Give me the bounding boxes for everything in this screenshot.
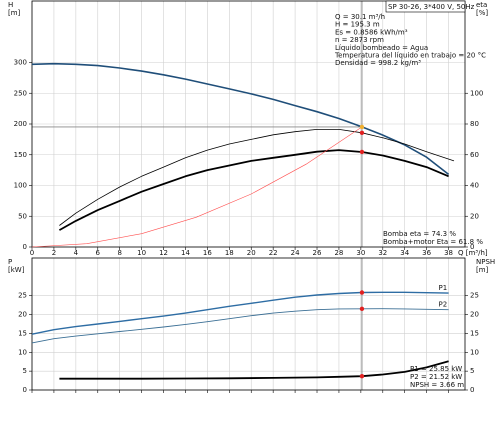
curve <box>59 128 455 226</box>
note-line: P1 = 25.85 kW <box>410 365 462 373</box>
y2-tick-label: 20 <box>470 311 479 319</box>
duty-marker <box>359 124 365 130</box>
y2-axis-title: [%] <box>476 9 488 17</box>
x-tick-label: 2 <box>52 249 56 257</box>
x-tick-label: 16 <box>203 249 212 257</box>
y-tick-label: 25 <box>18 292 27 300</box>
curve <box>31 62 450 176</box>
plot-frame <box>31 257 466 391</box>
duty-marker <box>359 130 365 135</box>
plot-frame <box>31 0 466 248</box>
x-tick-label: 10 <box>137 249 146 257</box>
info-line: Líquido bombeado = Agua <box>335 44 428 52</box>
y2-tick-label: 60 <box>470 151 479 159</box>
x-tick-label: 22 <box>269 249 278 257</box>
curve <box>31 308 449 344</box>
y-tick-label: 250 <box>14 89 27 97</box>
y-tick-label: 5 <box>23 367 27 375</box>
note-line: Bomba eta = 74.3 % <box>383 230 456 238</box>
x-tick-label: 12 <box>159 249 168 257</box>
y-tick-label: 15 <box>18 329 27 337</box>
y2-tick-label: 40 <box>470 182 479 190</box>
x-tick-label: 26 <box>313 249 322 257</box>
y-tick-label: 10 <box>18 348 27 356</box>
x-tick-label: 32 <box>378 249 387 257</box>
info-line: Temperatura del líquido en trabajo = 20 … <box>334 52 486 60</box>
y2-axis-title: [m] <box>476 266 489 274</box>
duty-marker <box>359 306 365 312</box>
info-line: H = 195.3 m <box>335 21 380 29</box>
x-tick-label: 6 <box>96 249 101 257</box>
x-tick-label: 0 <box>30 249 34 257</box>
y2-tick-label: 0 <box>470 386 474 394</box>
duty-marker <box>359 290 365 295</box>
y-axis-title: P <box>8 258 12 266</box>
y-tick-label: 150 <box>14 151 27 159</box>
x-tick-label: 4 <box>74 249 79 257</box>
y2-tick-label: 25 <box>470 292 479 300</box>
curve <box>31 291 449 335</box>
y-tick-label: 0 <box>23 386 27 394</box>
y-tick-label: 200 <box>14 120 27 128</box>
y-tick-label: 50 <box>18 212 27 220</box>
note-line: P2 = 21.52 kW <box>410 373 462 381</box>
curve <box>59 360 449 380</box>
x-tick-label: 20 <box>247 249 256 257</box>
duty-marker <box>359 149 365 155</box>
series-label: P1 <box>439 284 448 292</box>
info-line: n = 2873 rpm <box>335 36 384 44</box>
y2-tick-label: 80 <box>470 120 479 128</box>
y-axis-title: [m] <box>8 9 21 17</box>
y2-axis-title: NPSH <box>476 258 495 266</box>
curve <box>31 126 363 248</box>
note-line: NPSH = 3.66 m <box>410 381 464 389</box>
note-line: Bomba+motor Eta = 61.8 % <box>383 238 483 246</box>
x-tick-label: 28 <box>334 249 343 257</box>
y-tick-label: 0 <box>23 243 27 251</box>
y-axis-title: H <box>8 1 13 9</box>
y2-tick-label: 5 <box>470 367 474 375</box>
info-line: Densidad = 998.2 kg/m³ <box>335 59 421 67</box>
curve <box>58 149 449 231</box>
x-tick-label: 18 <box>225 249 234 257</box>
x-tick-label: 34 <box>400 249 409 257</box>
x-tick-label: 24 <box>291 249 300 257</box>
y-tick-label: 20 <box>18 311 27 319</box>
series-label: P2 <box>439 301 448 309</box>
model-label: SP 30-26, 3*400 V, 50Hz <box>388 3 475 11</box>
x-tick-label: 38 <box>444 249 453 257</box>
x-tick-label: 30 <box>356 249 365 257</box>
y2-tick-label: 100 <box>470 89 483 97</box>
y-tick-label: 100 <box>14 182 27 190</box>
x-axis-title: Q [m³/h] <box>458 249 488 257</box>
y-axis-title: [kW] <box>8 266 25 274</box>
x-tick-label: 8 <box>117 249 121 257</box>
y-tick-label: 300 <box>14 59 27 67</box>
info-line: Es = 0.8586 kWh/m³ <box>335 28 408 36</box>
y2-tick-label: 20 <box>470 212 479 220</box>
y2-tick-label: 10 <box>470 348 479 356</box>
y2-tick-label: 15 <box>470 329 479 337</box>
x-tick-label: 36 <box>422 249 431 257</box>
y2-axis-title: eta <box>476 1 487 9</box>
info-line: Q = 30.1 m³/h <box>335 13 385 21</box>
duty-marker <box>359 373 365 379</box>
model-box <box>385 0 466 13</box>
x-tick-label: 14 <box>181 249 190 257</box>
y2-tick-label: 0 <box>470 243 474 251</box>
